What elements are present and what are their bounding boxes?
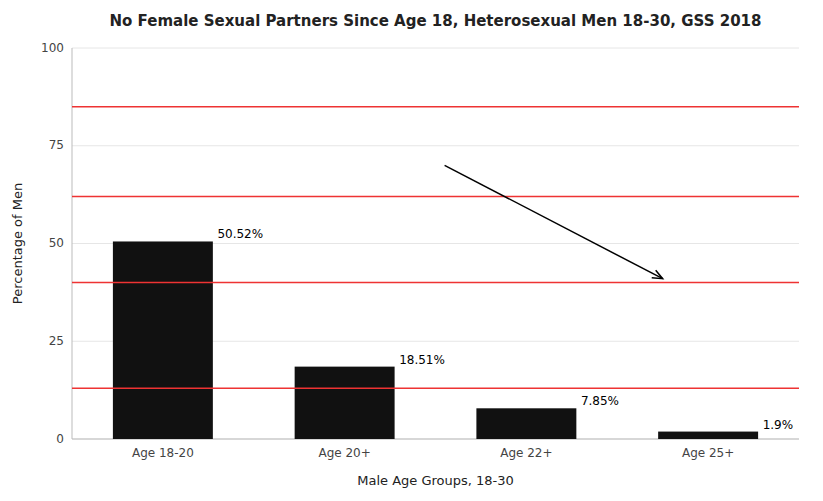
- x-axis-label: Male Age Groups, 18-30: [357, 473, 514, 488]
- data-label: 18.51%: [399, 353, 445, 367]
- data-label: 1.9%: [763, 418, 794, 432]
- bar: [295, 367, 395, 439]
- plot-area: [72, 107, 799, 439]
- chart: 0 25 50 75 100 50.52% 18.51% 7.85% 1.9% Age 18-20…: [0, 0, 823, 501]
- y-tick-label: 25: [49, 334, 64, 348]
- bar: [658, 432, 758, 439]
- title: No Female Sexual Partners Since Age 18, …: [110, 12, 762, 30]
- grid-line: [72, 48, 799, 49]
- y-tick-label: 100: [41, 41, 64, 55]
- grid-line: [72, 145, 799, 146]
- chart-container: 0 25 50 75 100 50.52% 18.51% 7.85% 1.9% Age 18-20…: [0, 0, 823, 501]
- reference-line: [72, 196, 799, 198]
- bar: [476, 408, 576, 439]
- reference-line: [72, 282, 799, 284]
- x-tick-label: Age 25+: [682, 446, 734, 460]
- x-tick-label: Age 20+: [318, 446, 370, 460]
- y-tick-label: 0: [56, 432, 64, 446]
- y-axis-label: Percentage of Men: [10, 183, 25, 304]
- x-tick-label: Age 18-20: [132, 446, 194, 460]
- y-tick-label: 75: [49, 138, 64, 152]
- reference-line: [72, 387, 799, 389]
- data-label: 50.52%: [217, 227, 263, 241]
- x-tick-label: Age 22+: [500, 446, 552, 460]
- grid: [72, 48, 799, 439]
- arrow: [445, 165, 663, 278]
- reference-line: [72, 106, 799, 108]
- arrow-shaft: [445, 165, 663, 278]
- arrow-head: [652, 270, 663, 278]
- y-tick-label: 50: [49, 236, 64, 250]
- data-label: 7.85%: [581, 394, 619, 408]
- bar: [113, 241, 213, 439]
